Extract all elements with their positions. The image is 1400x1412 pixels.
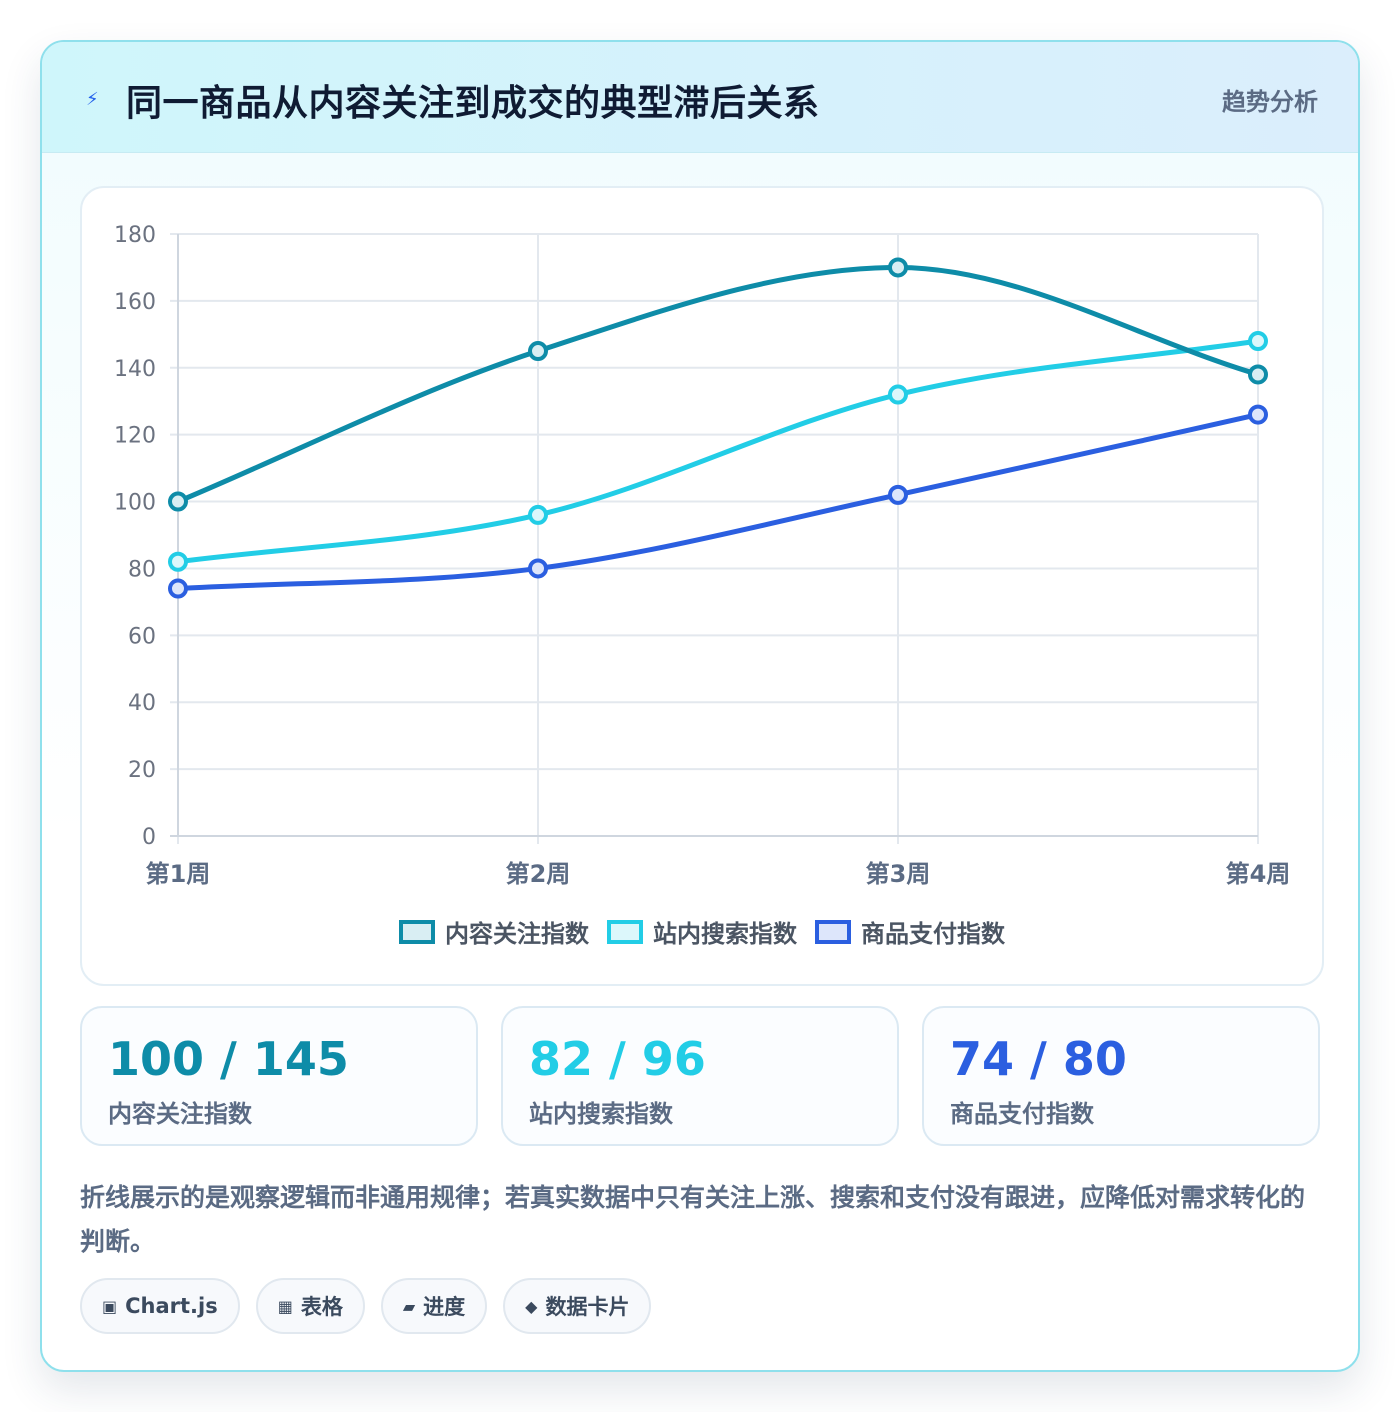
chip-label: Chart.js [125, 1294, 218, 1318]
stat-label: 站内搜索指数 [529, 1100, 673, 1128]
x-tick-label: 第3周 [866, 860, 931, 888]
legend-label: 站内搜索指数 [653, 920, 797, 948]
data-point [1248, 404, 1268, 425]
x-tick-label: 第4周 [1226, 860, 1291, 888]
data-point [168, 578, 188, 599]
chart-note: 折线展示的是观察逻辑而非通用规律；若真实数据中只有关注上涨、搜索和支付没有跟进，… [80, 1183, 1306, 1256]
lightning-icon: ⚡ [86, 89, 99, 110]
chart-icon: ▣ [102, 1296, 118, 1316]
legend-swatch [399, 919, 435, 944]
table-icon: ▦ [277, 1296, 293, 1316]
line-chart: 0 20 40 60 80 100 120 140 160 180 第1周 第2周 第3周 第4周 [114, 223, 1291, 888]
y-tick-label: 20 [128, 758, 156, 783]
chip-table[interactable]: ▦ 表格 [255, 1278, 365, 1334]
y-tick-label: 160 [114, 290, 156, 315]
chart-card: ⚡ 同一商品从内容关注到成交的典型滞后关系 趋势分析 0 20 40 60 80 100 1… [40, 40, 1360, 1372]
legend-swatch [815, 919, 851, 944]
data-point [528, 341, 548, 362]
y-tick-label: 40 [128, 691, 156, 716]
legend-label: 内容关注指数 [445, 920, 589, 948]
y-tick-label: 0 [142, 825, 156, 850]
y-tick-label: 100 [114, 491, 156, 516]
stat-value: 74 / 80 [950, 1032, 1127, 1086]
series-line-2 [175, 412, 1261, 592]
legend-item[interactable]: 内容关注指数 [399, 914, 589, 949]
data-point [1248, 331, 1268, 352]
chart-legend: 内容关注指数 站内搜索指数 商品支付指数 [82, 914, 1322, 949]
stat-label: 商品支付指数 [950, 1100, 1094, 1128]
stat-label: 内容关注指数 [108, 1100, 252, 1128]
y-tick-label: 120 [114, 424, 156, 449]
card-header: ⚡ 同一商品从内容关注到成交的典型滞后关系 趋势分析 [42, 42, 1358, 153]
chip-label: 数据卡片 [545, 1295, 630, 1319]
header-tag: 趋势分析 [1222, 88, 1318, 116]
legend-label: 商品支付指数 [861, 920, 1005, 948]
chip-label: 表格 [300, 1295, 343, 1319]
tag-chips: ▣ Chart.js ▦ 表格 ▰ 进度 ◆ 数据卡片 [80, 1278, 652, 1334]
progress-icon: ▰ [402, 1296, 416, 1316]
legend-item[interactable]: 商品支付指数 [815, 914, 1005, 949]
data-point [528, 558, 548, 579]
data-point [528, 504, 548, 525]
series-line-1 [175, 338, 1261, 565]
legend-swatch [607, 919, 643, 944]
stat-card-payment: 74 / 80 商品支付指数 [922, 1006, 1320, 1146]
chip-data-card[interactable]: ◆ 数据卡片 [503, 1278, 652, 1334]
legend-item[interactable]: 站内搜索指数 [607, 914, 797, 949]
data-point [888, 384, 908, 405]
x-tick-label: 第1周 [146, 860, 211, 888]
data-point [168, 551, 188, 572]
stat-card-content: 100 / 145 内容关注指数 [80, 1006, 478, 1146]
chip-label: 进度 [423, 1295, 466, 1319]
y-tick-label: 60 [128, 624, 156, 649]
stat-value: 82 / 96 [529, 1032, 706, 1086]
series-line-0 [175, 264, 1261, 505]
y-tick-label: 80 [128, 557, 156, 582]
data-point [888, 484, 908, 505]
stat-card-search: 82 / 96 站内搜索指数 [501, 1006, 899, 1146]
y-tick-label: 180 [114, 223, 156, 248]
chip-chartjs[interactable]: ▣ Chart.js [80, 1278, 240, 1334]
data-point [1248, 364, 1268, 385]
data-point [168, 491, 188, 512]
card-icon: ◆ [525, 1296, 538, 1316]
y-tick-label: 140 [114, 357, 156, 382]
stat-value: 100 / 145 [108, 1032, 349, 1086]
x-tick-label: 第2周 [506, 860, 571, 888]
data-point [888, 257, 908, 278]
chart-panel: 0 20 40 60 80 100 120 140 160 180 第1周 第2周 第3周 第4周 内容关… [80, 186, 1324, 986]
chip-progress[interactable]: ▰ 进度 [380, 1278, 488, 1334]
page-title: 同一商品从内容关注到成交的典型滞后关系 [126, 83, 820, 124]
